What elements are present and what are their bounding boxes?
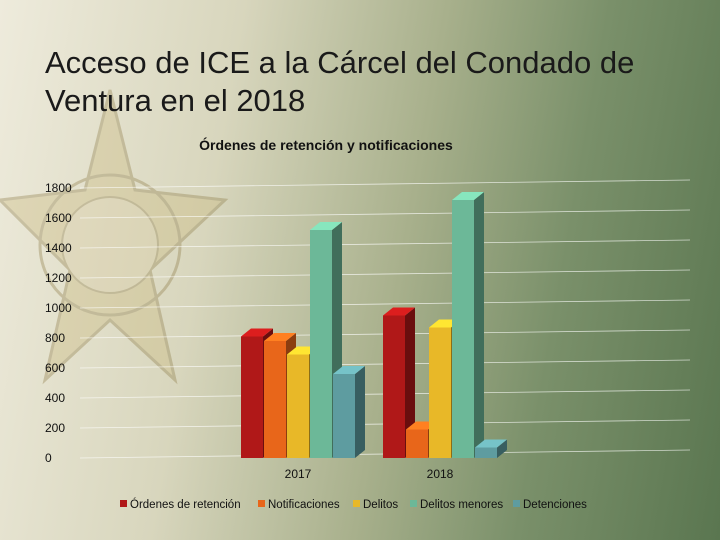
y-tick-label: 1800 bbox=[45, 181, 72, 195]
y-tick-label: 800 bbox=[45, 331, 65, 345]
y-tick-label: 200 bbox=[45, 421, 65, 435]
x-axis-ticks: 2017 2018 bbox=[285, 467, 454, 481]
legend-swatch bbox=[513, 500, 520, 507]
bar-2017-4 bbox=[333, 366, 365, 458]
y-tick-label: 0 bbox=[45, 451, 52, 465]
legend-item: Órdenes de retención bbox=[120, 498, 241, 511]
legend-swatch bbox=[353, 500, 360, 507]
bar-2018-3 bbox=[452, 192, 484, 458]
bar-2018-0 bbox=[383, 307, 415, 458]
legend-label: Delitos bbox=[363, 499, 398, 511]
gridline bbox=[79, 209, 691, 219]
y-tick-label: 1400 bbox=[45, 241, 72, 255]
legend-item: Delitos bbox=[353, 499, 398, 511]
legend-label: Delitos menores bbox=[420, 499, 503, 511]
legend-label: Detenciones bbox=[523, 499, 587, 511]
page-title: Acceso de ICE a la Cárcel del Condado de… bbox=[45, 45, 635, 118]
chart-bars bbox=[241, 192, 507, 458]
gridline bbox=[79, 239, 691, 249]
gridline bbox=[79, 179, 691, 189]
x-tick-label: 2018 bbox=[427, 467, 454, 481]
y-tick-label: 600 bbox=[45, 361, 65, 375]
x-tick-label: 2017 bbox=[285, 467, 312, 481]
legend-item: Delitos menores bbox=[410, 499, 503, 511]
chart-title: Órdenes de retención y notificaciones bbox=[199, 136, 453, 153]
y-tick-label: 1000 bbox=[45, 301, 72, 315]
gridline bbox=[79, 269, 691, 279]
chart-gridlines bbox=[79, 179, 691, 459]
chart-legend: Órdenes de retención Notificaciones Delito… bbox=[120, 498, 587, 511]
legend-swatch bbox=[258, 500, 265, 507]
legend-item: Notificaciones bbox=[258, 499, 340, 511]
legend-item: Detenciones bbox=[513, 499, 587, 511]
gridline bbox=[79, 299, 691, 309]
y-tick-label: 1600 bbox=[45, 211, 72, 225]
legend-swatch bbox=[120, 500, 127, 507]
y-axis-ticks: 0 200 400 600 800 1000 1200 1400 1600 1800 bbox=[45, 181, 72, 465]
legend-swatch bbox=[410, 500, 417, 507]
bar-2018-4 bbox=[475, 439, 507, 458]
y-tick-label: 400 bbox=[45, 391, 65, 405]
legend-label: Órdenes de retención bbox=[130, 498, 241, 511]
y-tick-label: 1200 bbox=[45, 271, 72, 285]
legend-label: Notificaciones bbox=[268, 499, 340, 511]
sheriff-badge-icon bbox=[0, 89, 229, 385]
